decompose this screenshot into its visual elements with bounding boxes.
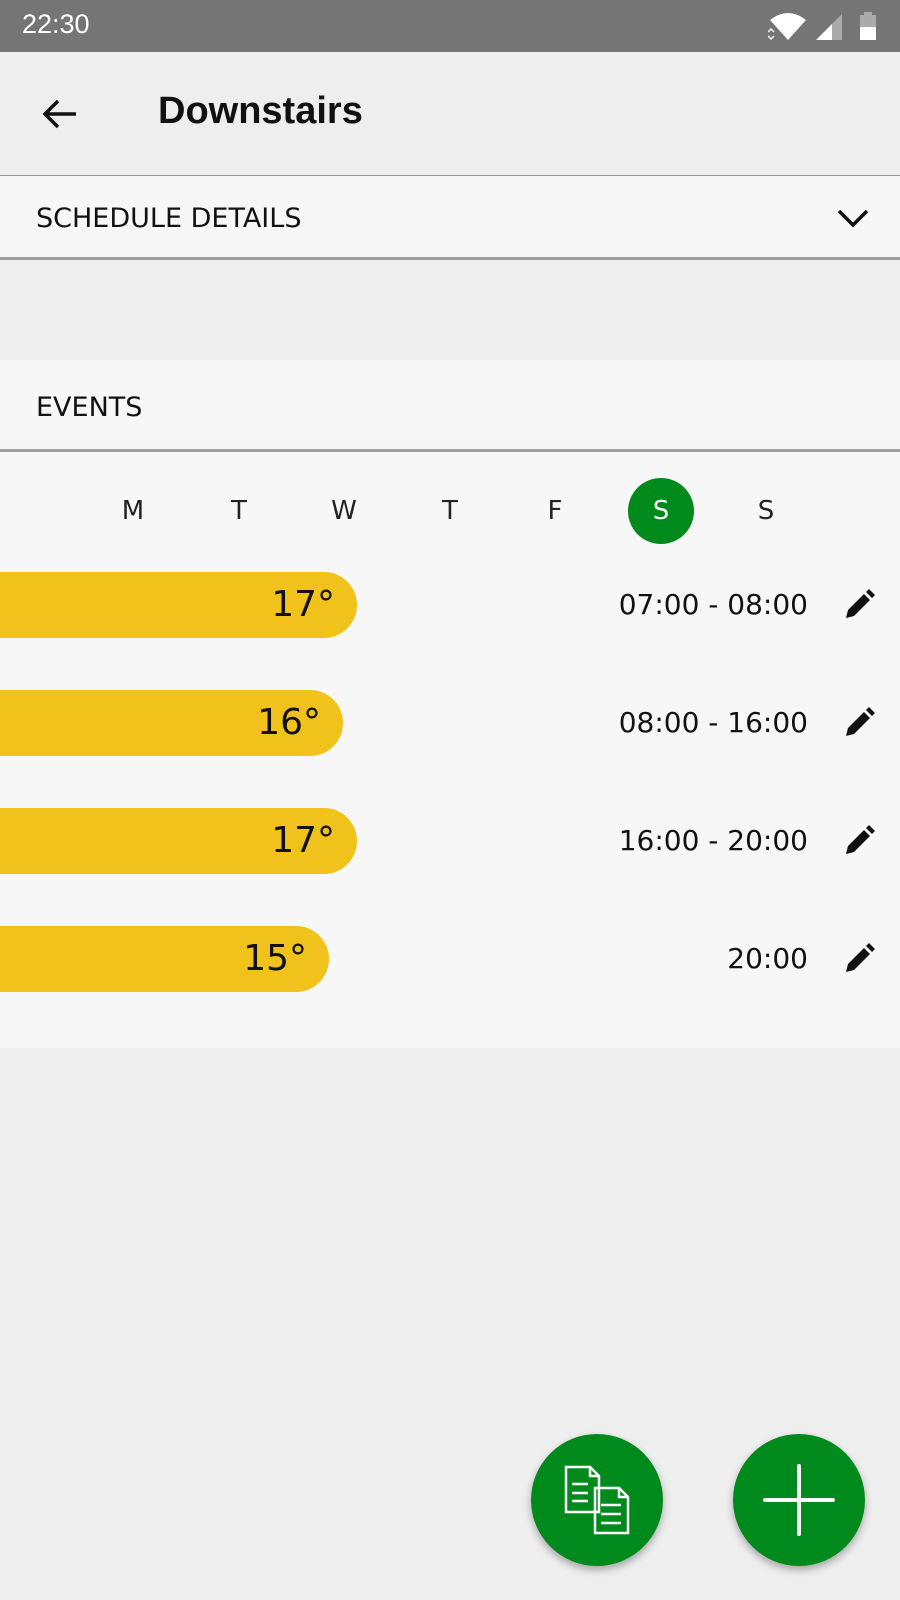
event-row: 17° 07:00 - 08:00 xyxy=(0,572,900,638)
day-tuesday[interactable]: T xyxy=(231,496,247,526)
event-time: 08:00 - 16:00 xyxy=(618,706,808,739)
events-panel: M T W T F S S 17° 07:00 - 08:00 16° 08:0… xyxy=(0,452,900,1048)
events-label: EVENTS xyxy=(36,392,143,423)
page-title: Downstairs xyxy=(158,90,363,132)
plus-icon xyxy=(763,1464,835,1536)
schedule-details-header[interactable]: SCHEDULE DETAILS xyxy=(0,176,900,260)
temperature-bar: 15° xyxy=(0,926,329,992)
event-row: 16° 08:00 - 16:00 xyxy=(0,690,900,756)
day-saturday[interactable]: S xyxy=(628,478,694,544)
day-thursday[interactable]: T xyxy=(442,496,458,526)
arrow-left-icon[interactable] xyxy=(38,92,82,136)
signal-icon xyxy=(816,14,842,40)
temperature-bar: 16° xyxy=(0,690,343,756)
wifi-icon xyxy=(768,13,806,41)
event-row: 15° 20:00 xyxy=(0,926,900,992)
event-time: 20:00 xyxy=(727,942,808,975)
temperature-bar: 17° xyxy=(0,572,357,638)
schedule-details-label: SCHEDULE DETAILS xyxy=(36,203,302,234)
copy-documents-icon xyxy=(564,1465,630,1535)
pencil-icon[interactable] xyxy=(842,824,876,858)
day-wednesday[interactable]: W xyxy=(331,496,357,526)
temperature-bar: 17° xyxy=(0,808,357,874)
add-event-button[interactable] xyxy=(733,1434,865,1566)
event-time: 16:00 - 20:00 xyxy=(618,824,808,857)
status-time: 22:30 xyxy=(22,9,90,39)
status-bar: 22:30 xyxy=(0,0,900,52)
day-monday[interactable]: M xyxy=(121,496,145,526)
chevron-down-icon[interactable] xyxy=(836,202,870,232)
battery-icon xyxy=(860,12,876,40)
event-row: 17° 16:00 - 20:00 xyxy=(0,808,900,874)
pencil-icon[interactable] xyxy=(842,942,876,976)
events-header: EVENTS xyxy=(0,360,900,452)
app-bar: Downstairs xyxy=(0,52,900,176)
event-time: 07:00 - 08:00 xyxy=(618,588,808,621)
day-selector: M T W T F S S xyxy=(0,478,900,544)
day-sunday[interactable]: S xyxy=(757,496,775,526)
day-friday[interactable]: F xyxy=(547,496,563,526)
pencil-icon[interactable] xyxy=(842,706,876,740)
pencil-icon[interactable] xyxy=(842,588,876,622)
copy-schedule-button[interactable] xyxy=(531,1434,663,1566)
